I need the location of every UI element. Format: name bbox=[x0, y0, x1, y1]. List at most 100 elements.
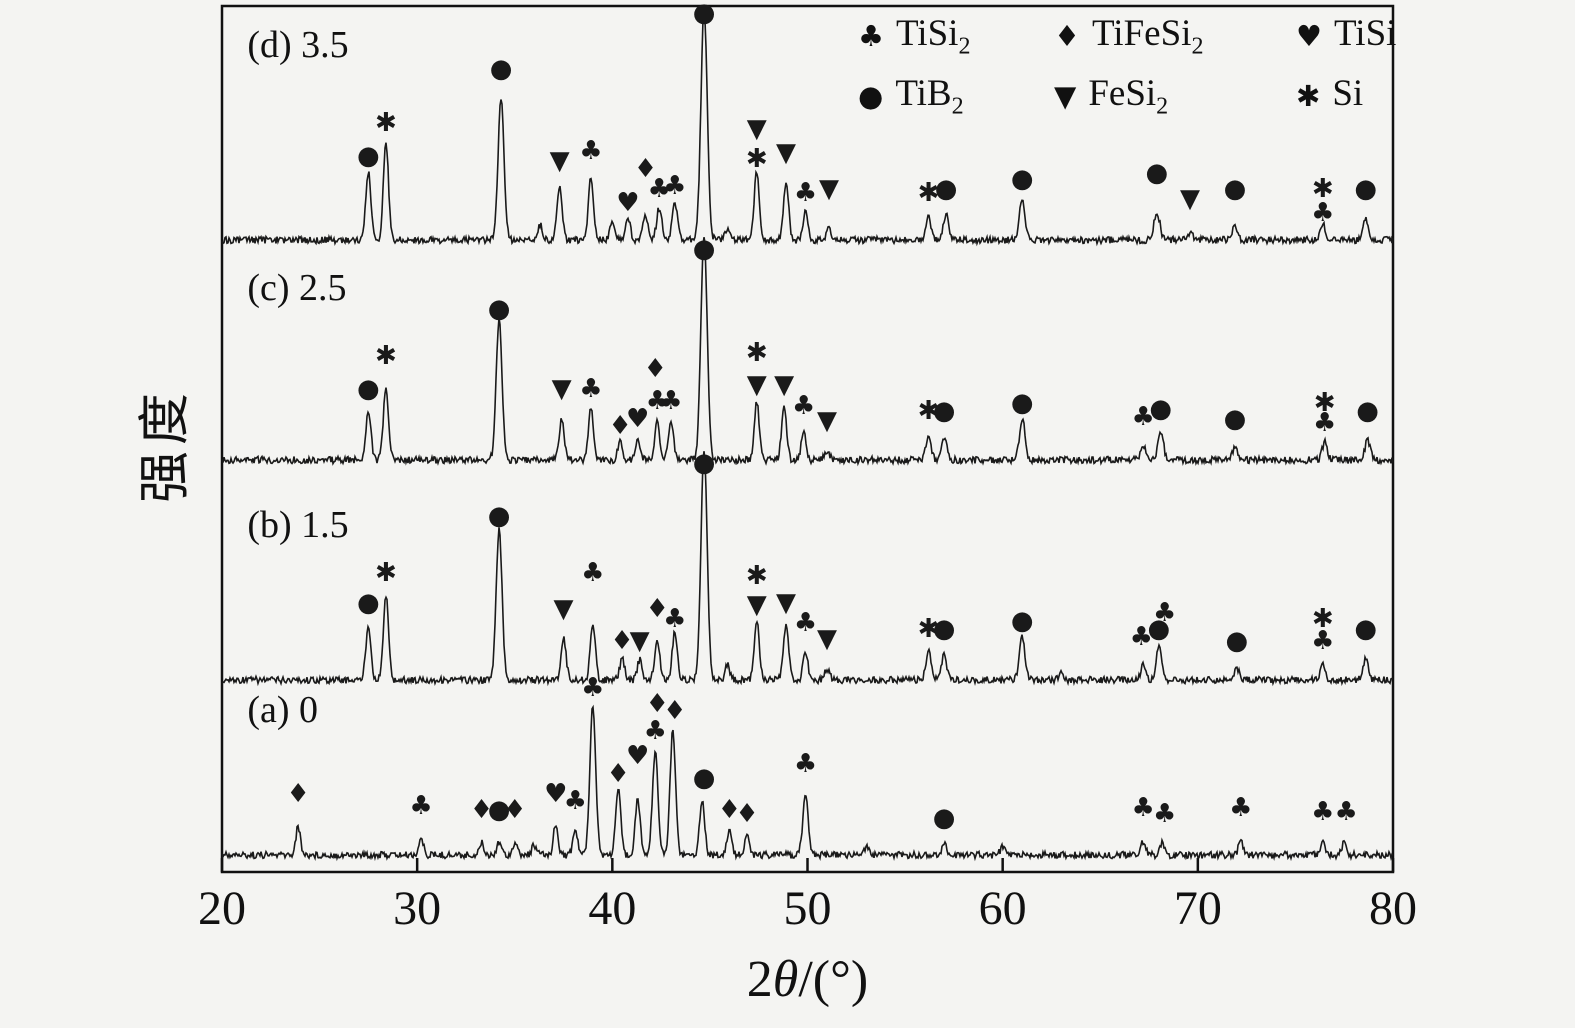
peak-marker-icon: ♣ bbox=[663, 171, 686, 201]
peak-marker-icon: ♣ bbox=[1311, 198, 1334, 228]
peak-marker-icon: ● bbox=[693, 763, 716, 793]
x-axis-label: 2θ/(°) bbox=[222, 950, 1393, 1009]
phase-name-text: Si bbox=[1332, 73, 1364, 115]
peak-marker-icon: ♣ bbox=[794, 178, 817, 208]
peak-marker-icon: ● bbox=[357, 588, 380, 618]
peak-marker-icon: ♣ bbox=[792, 391, 815, 421]
diamond-icon: ♦ bbox=[1054, 18, 1080, 53]
peak-marker-icon: ♦ bbox=[503, 795, 526, 825]
triangle-down-icon: ▼ bbox=[1054, 79, 1077, 114]
xrd-trace bbox=[221, 451, 1394, 687]
x-tick-label: 70 bbox=[1174, 882, 1222, 935]
peak-marker-icon: ♦ bbox=[718, 795, 741, 825]
x-tick-label: 50 bbox=[784, 882, 832, 935]
phase-name-text: FeSi bbox=[1088, 73, 1157, 115]
trace-label: (c) 2.5 bbox=[247, 267, 346, 309]
x-tick-label: 20 bbox=[198, 882, 246, 935]
peak-marker-icon: ✱ bbox=[375, 108, 397, 138]
peak-marker-icon: ♣ bbox=[1153, 598, 1176, 628]
xrd-trace bbox=[221, 8, 1394, 247]
legend-item-si: ✱ Si bbox=[1296, 72, 1396, 120]
phase-name: TiSi2 bbox=[896, 12, 970, 60]
peak-marker-icon: ● bbox=[1149, 394, 1172, 424]
phase-name: TiB2 bbox=[895, 72, 963, 120]
legend: ♣ TiSi2 ♦ TiFeSi2 ♥ TiSi ● TiB2 ▼ FeSi2 … bbox=[858, 12, 1396, 121]
peak-marker-icon: ♥ bbox=[544, 779, 567, 809]
peak-marker-icon: ● bbox=[488, 294, 511, 324]
peak-marker-icon: ♣ bbox=[663, 604, 686, 634]
peak-marker-icon: ♣ bbox=[794, 749, 817, 779]
phase-name-text: TiB bbox=[895, 73, 952, 115]
peak-marker-icon: ✱ bbox=[918, 614, 940, 644]
peak-marker-icon: ♣ bbox=[579, 374, 602, 404]
legend-item-tisi2: ♣ TiSi2 bbox=[858, 12, 1054, 60]
peak-marker-icon: ♣ bbox=[659, 386, 682, 416]
asterisk-star-icon: ✱ bbox=[1296, 79, 1321, 114]
x-tick-label: 40 bbox=[588, 882, 636, 935]
peak-marker-icon: ● bbox=[933, 614, 956, 644]
legend-item-tifesi2: ♦ TiFeSi2 bbox=[1054, 12, 1296, 60]
phase-name-sub: 2 bbox=[1191, 33, 1204, 60]
peak-marker-icon: ▼ bbox=[774, 370, 794, 400]
peak-marker-icon: ● bbox=[1147, 614, 1170, 644]
peak-marker-icon: ✱ bbox=[1312, 604, 1334, 634]
peak-marker-icon: ♣ bbox=[1132, 402, 1155, 432]
peak-marker-icon: ♦ bbox=[610, 626, 633, 656]
peak-marker-icon: ● bbox=[1354, 174, 1377, 204]
peak-marker-icon: ✱ bbox=[918, 396, 940, 426]
peak-marker-icon: ♣ bbox=[579, 136, 602, 166]
peak-marker-icon: ♣ bbox=[409, 791, 432, 821]
peak-marker-icon: ♦ bbox=[286, 779, 309, 809]
peak-marker-icon: ♣ bbox=[1130, 622, 1153, 652]
peak-marker-icon: ♣ bbox=[1335, 797, 1358, 827]
peak-marker-icon: ♦ bbox=[644, 354, 667, 384]
peak-marker-icon: ▼ bbox=[747, 590, 767, 620]
x-tick-label: 80 bbox=[1369, 882, 1417, 935]
peak-marker-icon: ● bbox=[933, 803, 956, 833]
peak-marker-icon: ● bbox=[693, 0, 716, 28]
peak-marker-icon: ♣ bbox=[1153, 799, 1176, 829]
phase-name-sub: 2 bbox=[958, 33, 971, 60]
x-axis-label-post: /(°) bbox=[798, 951, 869, 1008]
peak-marker-icon: ♣ bbox=[648, 174, 671, 204]
peak-marker-icon: ● bbox=[1354, 614, 1377, 644]
peak-marker-icon: ▼ bbox=[817, 624, 837, 654]
peak-marker-icon: ● bbox=[357, 141, 380, 171]
plot-frame bbox=[220, 4, 1395, 874]
peak-marker-icon: ▼ bbox=[552, 374, 572, 404]
peak-marker-icon: ♦ bbox=[607, 759, 630, 789]
trace-label: (a) 0 bbox=[247, 689, 318, 731]
peak-marker-icon: ● bbox=[1011, 388, 1034, 418]
peak-marker-icon: ● bbox=[1356, 396, 1379, 426]
peak-marker-icon: ♣ bbox=[1132, 793, 1155, 823]
peak-marker-icon: ♣ bbox=[646, 386, 669, 416]
phase-name-text: TiFeSi bbox=[1092, 13, 1192, 54]
x-tick-label: 60 bbox=[979, 882, 1027, 935]
peak-marker-icon: ▼ bbox=[554, 594, 574, 624]
phase-name: FeSi2 bbox=[1088, 72, 1168, 120]
x-tick-label: 30 bbox=[393, 882, 441, 935]
peak-marker-icon: ♦ bbox=[663, 696, 686, 726]
peak-marker-icon: ● bbox=[693, 448, 716, 478]
peak-marker-icon: ✱ bbox=[746, 338, 768, 368]
peak-marker-icon: ● bbox=[488, 795, 511, 825]
peak-marker-icon: ✱ bbox=[746, 144, 768, 174]
peak-marker-icon: ✱ bbox=[375, 558, 397, 588]
legend-item-fesi2: ▼ FeSi2 bbox=[1054, 72, 1296, 120]
peak-marker-icon: ✱ bbox=[1314, 388, 1336, 418]
phase-name-sub: 2 bbox=[951, 93, 964, 120]
peak-marker-icon: ♥ bbox=[626, 741, 649, 771]
peak-marker-icon: ♣ bbox=[644, 716, 667, 746]
peak-marker-icon: ● bbox=[1146, 158, 1169, 188]
x-axis-label-pre: 2 bbox=[746, 951, 773, 1008]
circle-icon: ● bbox=[858, 79, 884, 114]
peak-marker-icon: ● bbox=[693, 234, 716, 264]
peak-marker-icon: ♥ bbox=[616, 188, 639, 218]
peak-marker-icon: ♣ bbox=[1311, 626, 1334, 656]
peak-marker-icon: ● bbox=[488, 501, 511, 531]
peak-marker-icon: ▼ bbox=[747, 370, 767, 400]
peak-marker-icon: ♦ bbox=[470, 795, 493, 825]
peak-marker-icon: ♣ bbox=[1311, 797, 1334, 827]
peak-marker-icon: ▼ bbox=[817, 406, 837, 436]
peak-marker-icon: ▼ bbox=[1180, 184, 1200, 214]
